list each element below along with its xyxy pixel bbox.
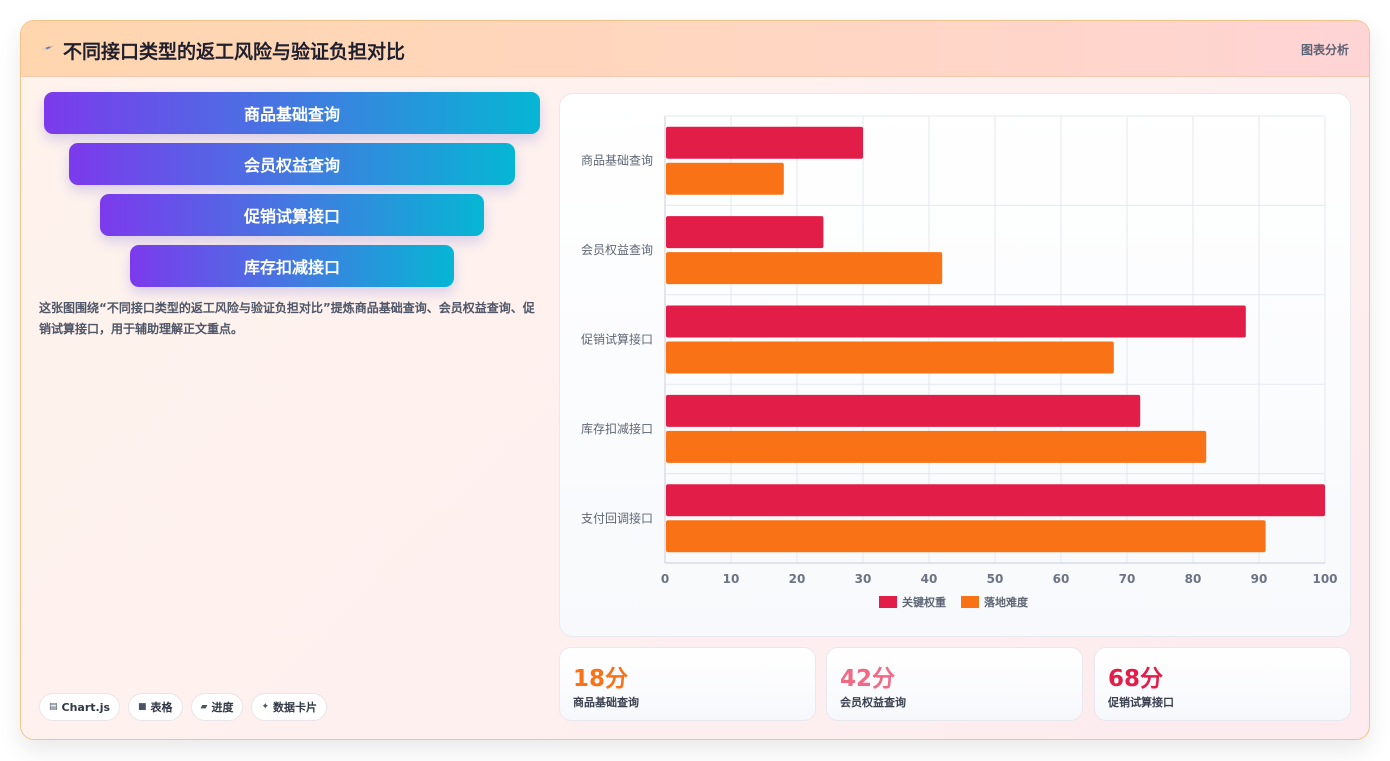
- bar: [666, 216, 824, 249]
- x-tick-label: 50: [987, 572, 1004, 586]
- x-tick-label: 20: [789, 572, 806, 586]
- tag-label: 进度: [211, 701, 234, 714]
- tag-progress[interactable]: ▰ 进度: [190, 693, 244, 721]
- chart-panel: 商品基础查询 会员权益查询 促销试算接口 库存扣减接口 支付回调接口 0 10 20 30 40 5…: [559, 93, 1351, 637]
- tag-table[interactable]: ■ 表格: [128, 693, 183, 721]
- x-tick-label: 0: [661, 572, 669, 586]
- x-tick-label: 100: [1312, 572, 1337, 586]
- y-tick-label: 商品基础查询: [581, 153, 653, 168]
- legend-swatch: [961, 596, 979, 608]
- bar: [666, 394, 1141, 427]
- tag-label: 数据卡片: [273, 701, 318, 714]
- tag-chartjs[interactable]: ▤ Chart.js: [39, 693, 121, 721]
- legend-label: 落地难度: [984, 595, 1029, 609]
- chart-description: 这张图围绕“不同接口类型的返工风险与验证负担对比”提炼商品基础查询、会员权益查询…: [39, 301, 535, 336]
- funnel-step-4: 库存扣减接口: [130, 245, 454, 287]
- funnel-step-1: 商品基础查询: [44, 92, 540, 134]
- x-tick-label: 70: [1119, 572, 1136, 586]
- funnel-step-2: 会员权益查询: [69, 143, 515, 185]
- bar: [666, 520, 1266, 553]
- card-icon: ▤: [49, 702, 58, 712]
- x-tick-label: 60: [1053, 572, 1070, 586]
- stat-label: 促销试算接口: [1108, 696, 1174, 709]
- x-tick-label: 90: [1251, 572, 1268, 586]
- y-tick-label: 支付回调接口: [581, 510, 653, 525]
- x-tick-label: 30: [855, 572, 872, 586]
- bar: [666, 484, 1325, 517]
- bar: [666, 341, 1114, 374]
- stat-label: 商品基础查询: [573, 696, 639, 709]
- legend-label: 关键权重: [902, 595, 946, 609]
- card-header: 不同接口类型的返工风险与验证负担对比 图表分析: [21, 21, 1369, 77]
- page-title: 不同接口类型的返工风险与验证负担对比: [63, 41, 406, 63]
- sparkle-icon: ✦: [261, 702, 270, 712]
- tag-data-card[interactable]: ✦ 数据卡片: [251, 693, 328, 721]
- x-tick-label: 40: [921, 572, 938, 586]
- tag-label: 表格: [150, 701, 173, 714]
- table-icon: ■: [138, 702, 147, 712]
- legend-swatch: [879, 596, 897, 608]
- bar: [666, 162, 784, 195]
- y-tick-label: 促销试算接口: [581, 332, 653, 347]
- y-tick-label: 库存扣减接口: [581, 421, 653, 436]
- analysis-card: 不同接口类型的返工风险与验证负担对比 图表分析 商品基础查询 会员权益查询 促销…: [20, 20, 1370, 740]
- x-tick-label: 10: [723, 572, 740, 586]
- stat-label: 会员权益查询: [840, 696, 906, 709]
- stat-card-3: 68分 促销试算接口: [1094, 647, 1351, 721]
- chart-analysis-label: 图表分析: [1300, 43, 1349, 57]
- stat-card-2: 42分 会员权益查询: [826, 647, 1083, 721]
- stat-value: 68分: [1108, 666, 1164, 692]
- bar: [666, 252, 943, 285]
- stat-card-1: 18分 商品基础查询: [559, 647, 816, 721]
- stat-value: 18分: [573, 666, 629, 692]
- progress-icon: ▰: [200, 702, 208, 712]
- tag-list: ▤ Chart.js ■ 表格 ▰ 进度 ✦ 数据卡片: [39, 693, 328, 721]
- y-tick-label: 会员权益查询: [581, 243, 653, 257]
- funnel-step-3: 促销试算接口: [100, 194, 484, 236]
- stat-value: 42分: [840, 666, 896, 692]
- bar: [666, 430, 1207, 463]
- x-tick-label: 80: [1185, 572, 1202, 586]
- sparkle-icon: [42, 45, 54, 50]
- bar: [666, 305, 1246, 338]
- bar: [666, 126, 863, 159]
- tag-label: Chart.js: [61, 700, 111, 714]
